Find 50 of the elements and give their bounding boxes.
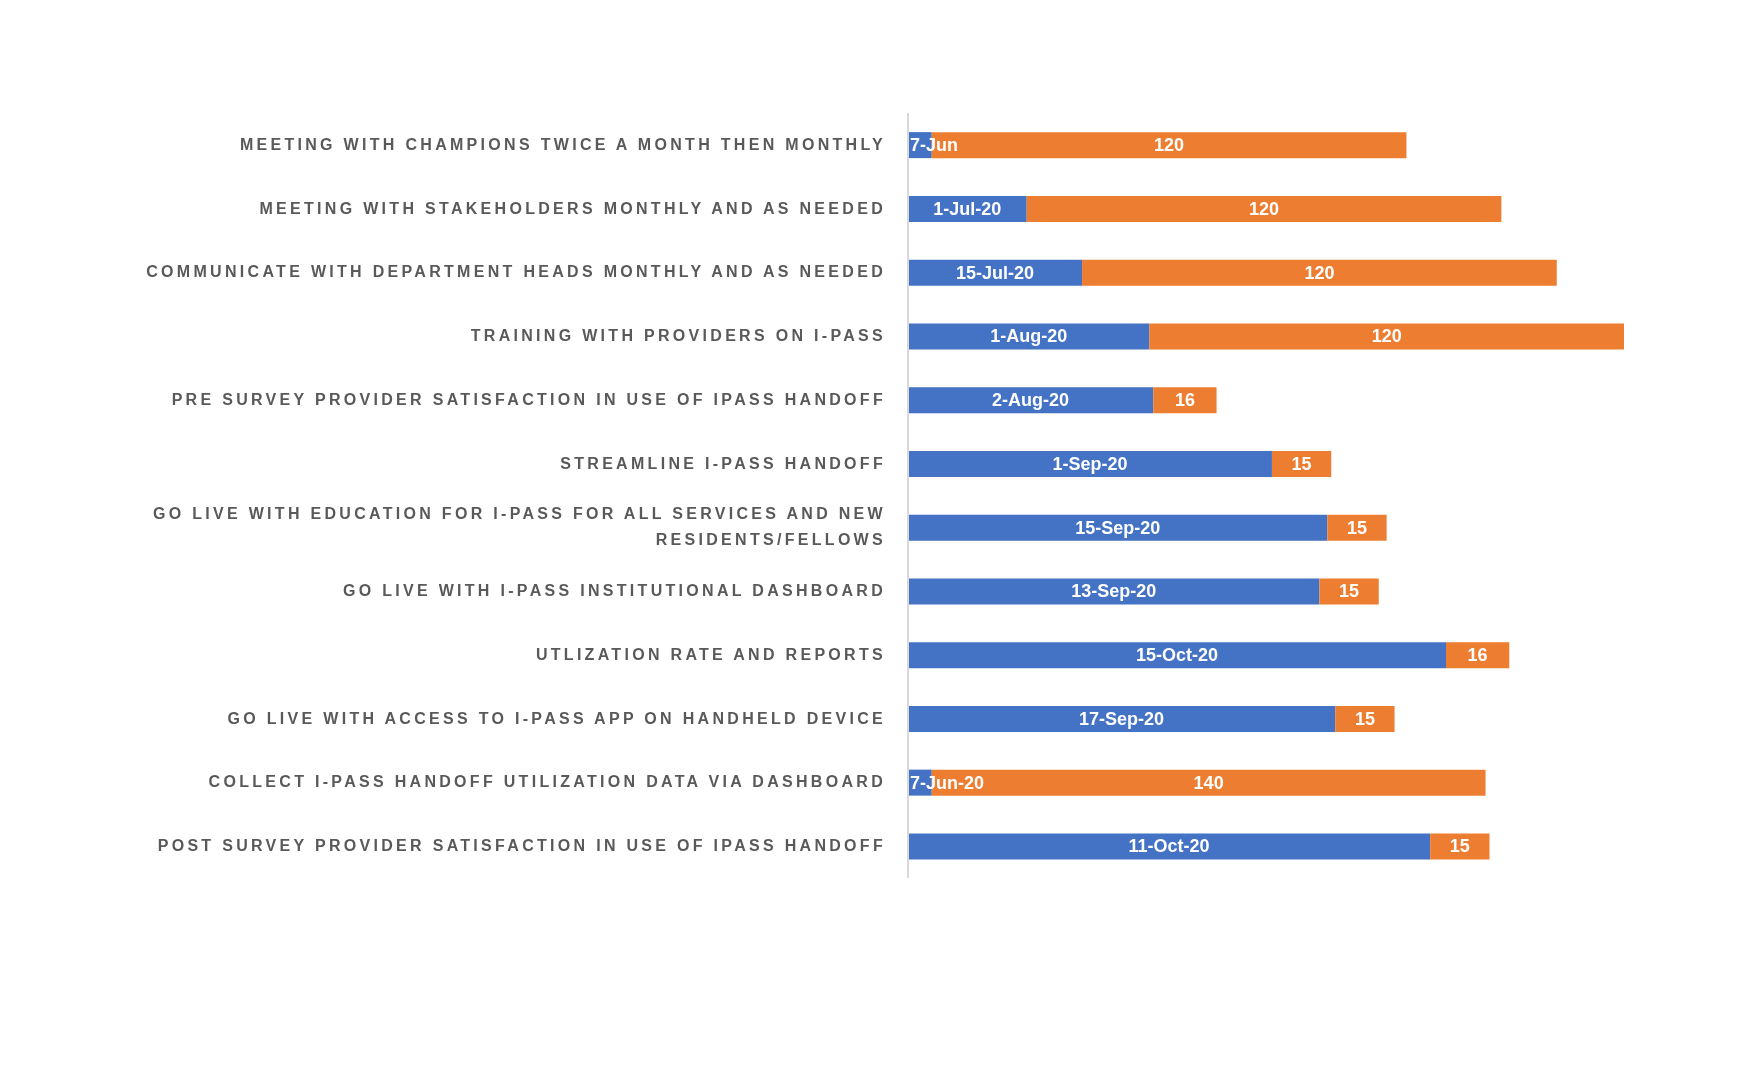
y-tick-label: PRE SURVEY PROVIDER SATISFACTION IN USE OF IPASS HANDOFF	[171, 390, 886, 408]
bar	[1026, 195, 1502, 222]
bar	[908, 387, 1154, 414]
data-label: 17-Sep-20	[1079, 708, 1165, 729]
y-tick-label: GO LIVE WITH I-PASS INSTITUTIONAL DASHBOARD	[342, 582, 886, 600]
bar	[908, 578, 1320, 605]
y-tick-label: MEETING WITH STAKEHOLDERS MONTHLY AND AS NEEDED	[259, 199, 886, 217]
y-tick-label: MEETING WITH CHAMPIONS TWICE A MONTH THEN MONTHLY	[239, 135, 886, 153]
y-tick-label: GO LIVE WITH EDUCATION FOR I-PASS FOR ALL SERVICES AND NEW RESIDENTS/FELLOWS	[152, 505, 886, 549]
data-label: 15-Oct-20	[1135, 645, 1219, 666]
bar	[1149, 323, 1624, 350]
data-label: 120	[1371, 326, 1402, 347]
data-label: 15	[1346, 517, 1367, 538]
bar	[908, 450, 1272, 477]
bar	[908, 514, 1328, 541]
data-label: 11-Oct-20	[1128, 836, 1210, 857]
data-label: 15	[1449, 836, 1470, 857]
data-label: 15-Jul-20	[956, 262, 1035, 283]
bar	[1430, 833, 1490, 860]
data-label: 1-Jul-20	[933, 198, 1002, 219]
y-tick-label: GO LIVE WITH ACCESS TO I-PASS APP ON HANDHELD DEVICE	[227, 709, 886, 727]
data-label: 15	[1291, 453, 1312, 474]
bar	[908, 323, 1150, 350]
y-tick-label: UTLIZATION RATE AND REPORTS	[535, 645, 886, 663]
data-label: 16	[1467, 645, 1488, 666]
y-tick-label: TRAINING WITH PROVIDERS ON I-PASS	[470, 327, 886, 345]
data-label: 1-Sep-20	[1052, 453, 1128, 474]
y-tick-label: COMMUNICATE WITH DEPARTMENT HEADS MONTHLY AND AS NEEDED	[146, 263, 886, 281]
y-tick-label: STREAMLINE I-PASS HANDOFF	[560, 454, 886, 472]
bar	[908, 642, 1446, 669]
bar	[908, 705, 1336, 732]
data-label: 140	[1193, 772, 1224, 793]
data-label: 120	[1154, 135, 1185, 156]
data-label: 16	[1174, 390, 1195, 411]
bar	[1319, 578, 1379, 605]
data-label: 120	[1304, 262, 1335, 283]
y-tick-label: COLLECT I-PASS HANDOFF UTILIZATION DATA VIA DASHBOARD	[208, 773, 886, 791]
bar	[1082, 259, 1557, 286]
data-label: 15	[1354, 708, 1375, 729]
data-label: 2-Aug-20	[992, 390, 1070, 411]
data-label: 15-Sep-20	[1075, 517, 1161, 538]
y-tick-label: POST SURVEY PROVIDER SATISFACTION IN USE OF IPASS HANDOFF	[157, 837, 886, 855]
bar	[1153, 387, 1217, 414]
data-label: 13-Sep-20	[1071, 581, 1157, 602]
data-label: 1-Aug-20	[990, 326, 1068, 347]
data-label: 15	[1339, 581, 1360, 602]
bar	[1335, 705, 1395, 732]
bar	[1327, 514, 1387, 541]
bar	[908, 833, 1431, 860]
data-label: 120	[1249, 198, 1280, 219]
